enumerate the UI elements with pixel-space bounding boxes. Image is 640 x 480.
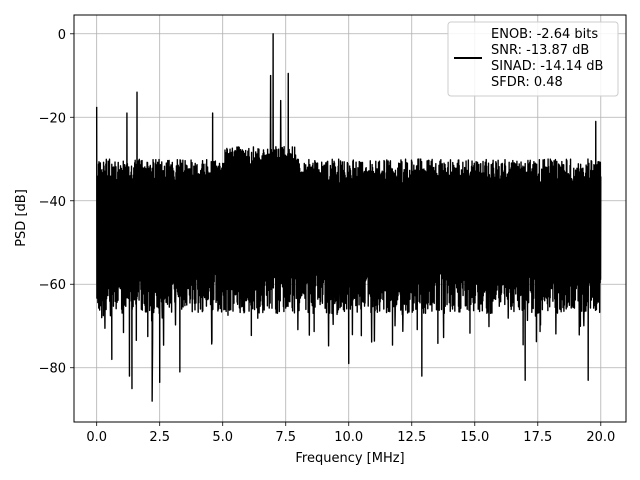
psd-line bbox=[95, 33, 602, 402]
x-tick-label: 2.5 bbox=[149, 430, 170, 445]
y-tick-label: −80 bbox=[39, 362, 66, 377]
x-tick-label: 17.5 bbox=[523, 430, 552, 445]
y-axis-label: PSD [dB] bbox=[14, 189, 29, 247]
x-tick-label: 15.0 bbox=[460, 430, 489, 445]
legend: ENOB: -2.64 bits SNR: -13.87 dB SINAD: -… bbox=[447, 21, 619, 97]
legend-sinad: SINAD: -14.14 dB bbox=[491, 59, 603, 74]
x-tick-label: 20.0 bbox=[586, 430, 615, 445]
x-tick-label: 10.0 bbox=[334, 430, 363, 445]
y-axis-ticks: 0 −20 −40 −60 −80 bbox=[39, 28, 74, 377]
y-tick-label: 0 bbox=[58, 28, 66, 43]
legend-sfdr: SFDR: 0.48 bbox=[491, 75, 563, 90]
x-tick-label: 7.5 bbox=[275, 430, 296, 445]
x-tick-label: 12.5 bbox=[397, 430, 426, 445]
y-tick-label: −60 bbox=[39, 278, 66, 293]
legend-snr: SNR: -13.87 dB bbox=[491, 43, 589, 58]
legend-box bbox=[447, 21, 619, 97]
plot-frame bbox=[73, 14, 627, 423]
x-axis-ticks: 0.0 2.5 5.0 7.5 10.0 12.5 15.0 17.5 20.0 bbox=[86, 422, 615, 445]
psd-trace bbox=[95, 33, 602, 402]
x-tick-label: 0.0 bbox=[86, 430, 107, 445]
y-tick-label: −40 bbox=[39, 195, 66, 210]
x-tick-label: 5.0 bbox=[212, 430, 233, 445]
y-tick-label: −20 bbox=[39, 111, 66, 126]
x-axis-label: Frequency [MHz] bbox=[295, 451, 404, 466]
legend-enob: ENOB: -2.64 bits bbox=[491, 27, 598, 42]
